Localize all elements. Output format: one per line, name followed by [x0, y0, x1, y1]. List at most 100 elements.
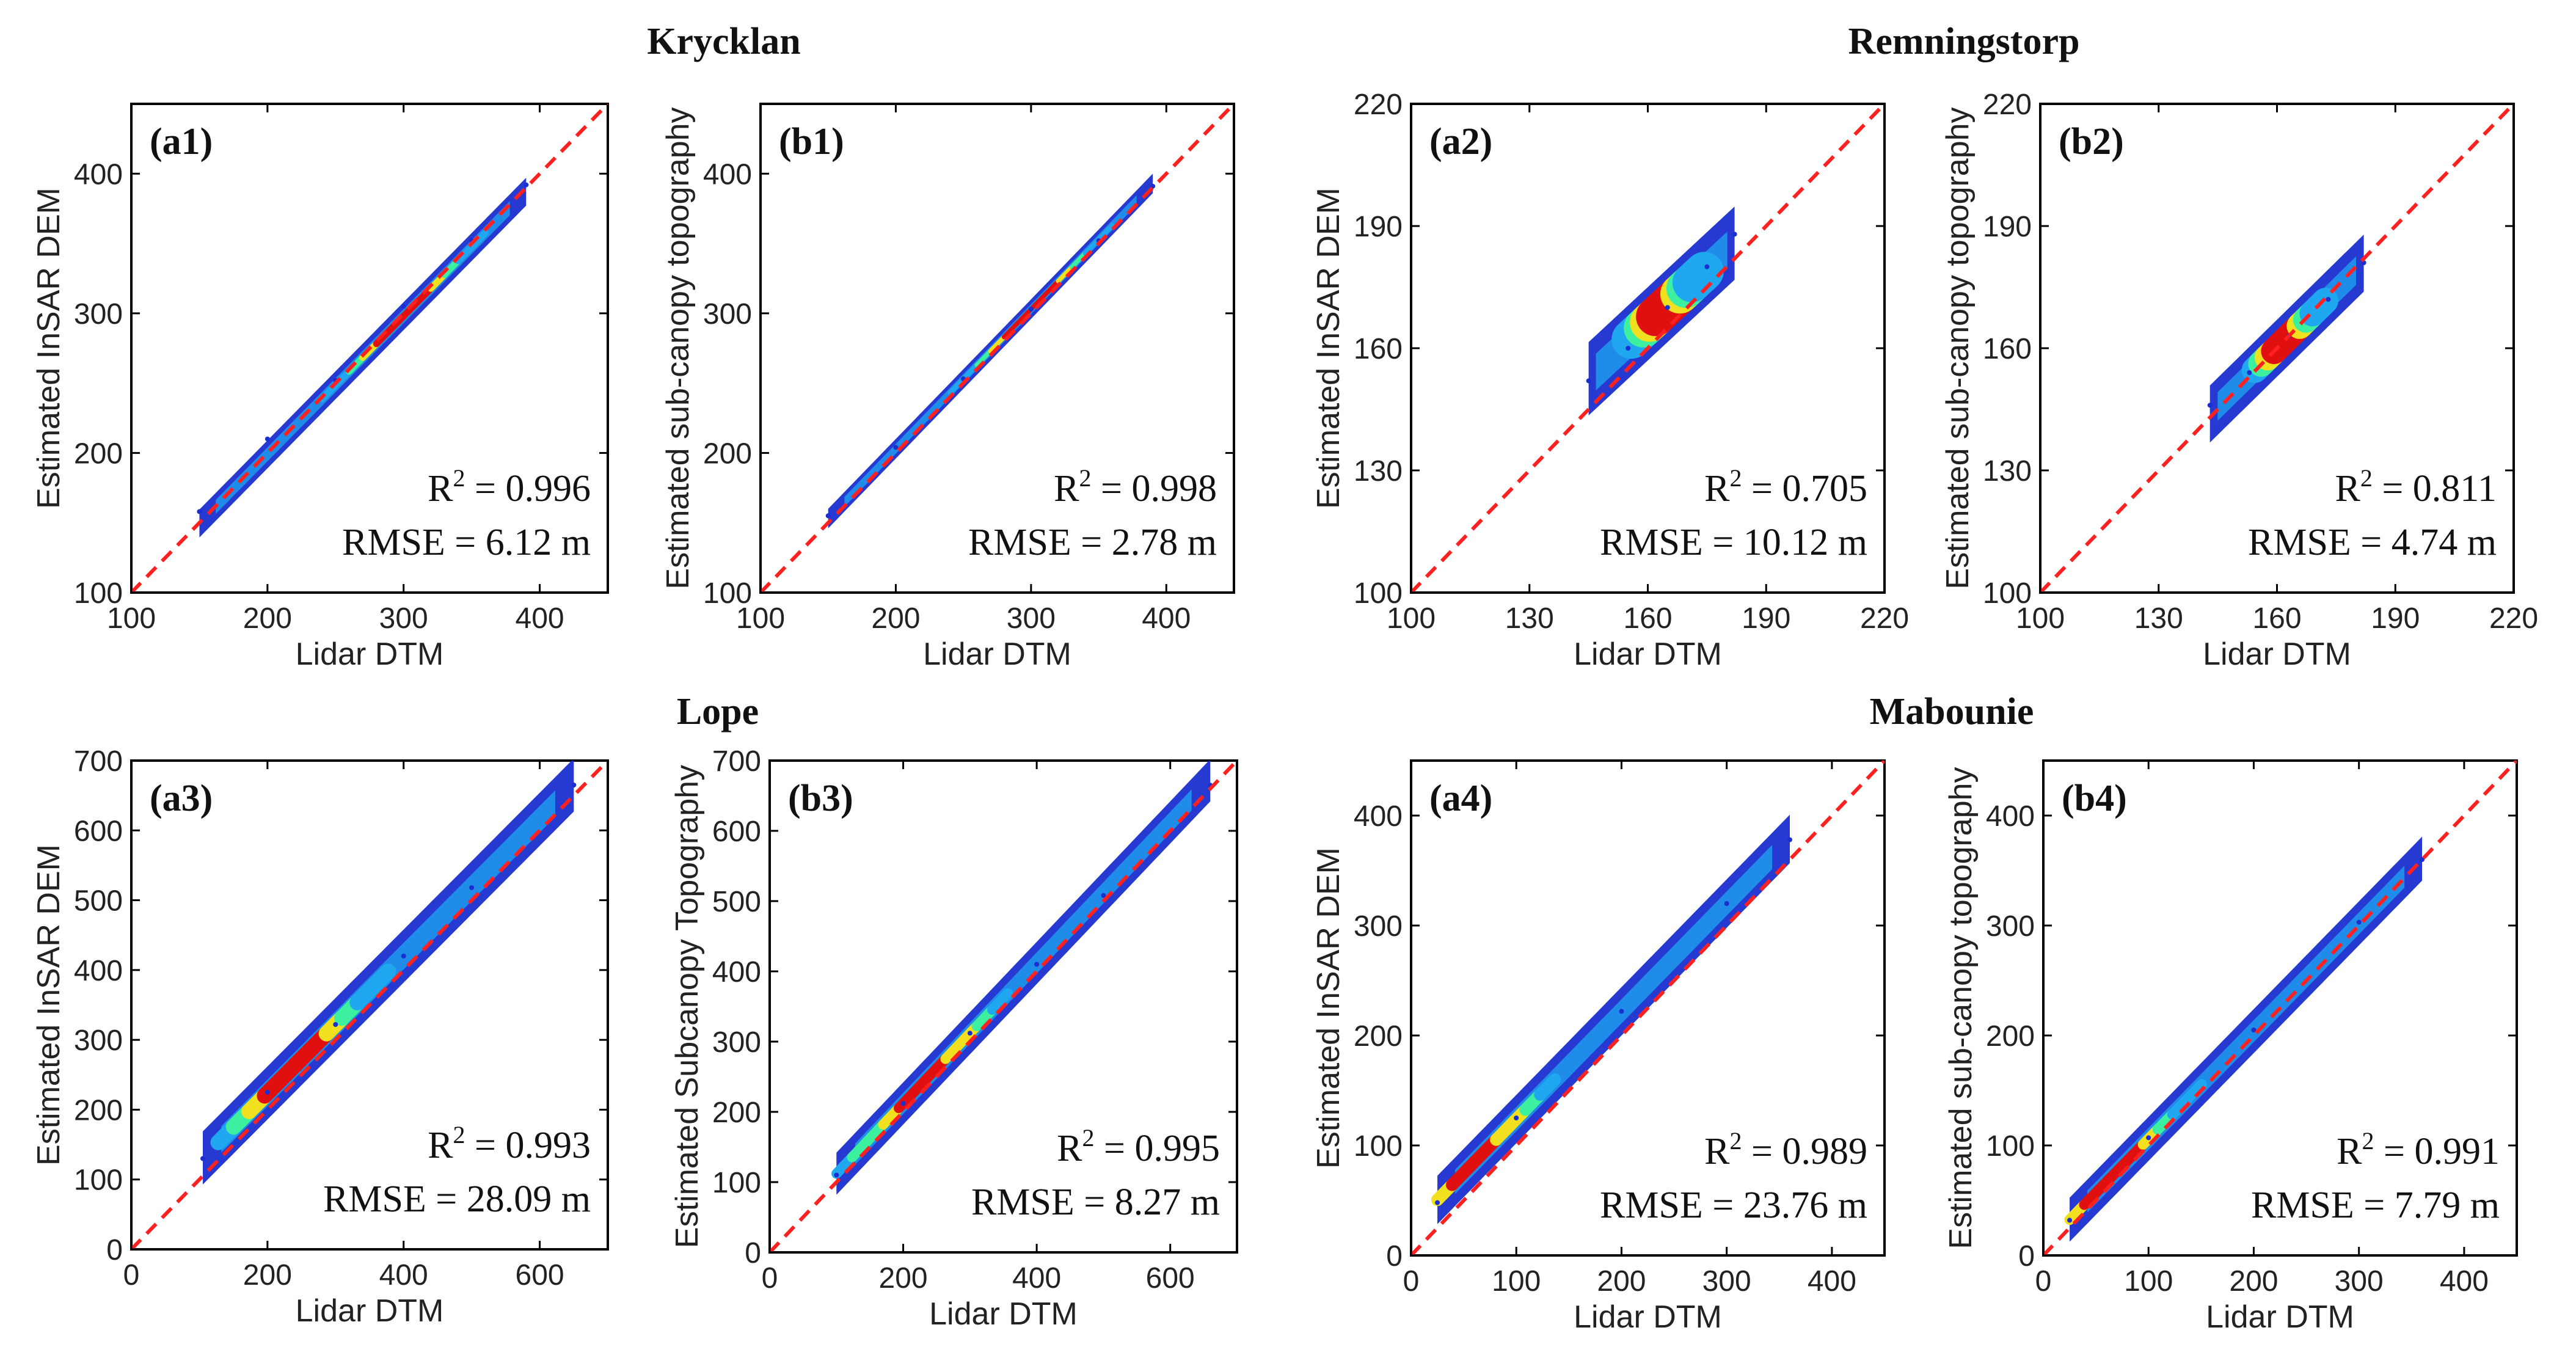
data-point-a3-1 — [265, 1089, 270, 1095]
panel-a1: 100 200 300 400 100 200 300 400 Lidar DTM Estimat… — [31, 103, 609, 672]
y-axis-label: Estimated sub-canopy topography — [660, 107, 696, 589]
y-tick-label: 200 — [74, 437, 123, 470]
data-point-a3-0 — [200, 1156, 205, 1161]
y-tick-label: 400 — [1986, 800, 2035, 833]
r-squared-superscript: 2 — [1079, 464, 1092, 492]
y-tick-label: 400 — [1354, 800, 1403, 833]
data-point-a1-5 — [524, 182, 529, 188]
data-point-a1-0 — [197, 509, 202, 514]
r-squared-value: = 0.996 — [465, 468, 591, 510]
r-squared-text: R2 = 0.705 — [1704, 464, 1867, 510]
y-tick-label: 130 — [1983, 455, 2032, 488]
x-tick-label: 300 — [2335, 1265, 2384, 1298]
y-tick-label: 0 — [1386, 1240, 1403, 1273]
x-axis-label: Lidar DTM — [1574, 1299, 1722, 1335]
x-tick-label: 400 — [1142, 602, 1191, 635]
data-point-b3-1 — [900, 1101, 906, 1106]
x-tick-label: 0 — [762, 1262, 778, 1295]
y-tick-label: 400 — [712, 956, 761, 988]
density-ridge-segment — [1001, 321, 1020, 340]
site-title-lope: Lope — [677, 691, 759, 732]
x-tick-label: 220 — [2489, 602, 2538, 635]
y-axis-label: Estimated InSAR DEM — [1311, 188, 1346, 509]
x-tick-label: 400 — [1012, 1262, 1061, 1295]
y-tick-label: 300 — [703, 298, 752, 331]
y-tick-label: 0 — [106, 1234, 123, 1266]
density-ridge-segment — [987, 988, 1013, 1015]
x-tick-label: 190 — [2371, 602, 2420, 635]
rmse-text: RMSE = 23.76 m — [1600, 1185, 1867, 1226]
density-ridge-segment — [468, 230, 489, 250]
y-tick-label: 600 — [712, 816, 761, 848]
x-tick-label: 160 — [2252, 602, 2301, 635]
data-point-a3-4 — [469, 885, 475, 890]
data-point-b2-3 — [2326, 297, 2331, 302]
x-tick-label: 100 — [107, 602, 156, 635]
y-axis-label: Estimated InSAR DEM — [1311, 847, 1346, 1169]
data-point-a3-3 — [401, 954, 406, 959]
r-squared-text: R2 = 0.993 — [428, 1121, 591, 1166]
data-point-a2-1 — [1626, 346, 1631, 351]
density-ridge-segment — [1678, 252, 1724, 297]
x-tick-label: 300 — [379, 602, 428, 635]
y-axis-label: Estimated sub-canopy topography — [1943, 767, 1979, 1249]
plot-area — [1411, 761, 1885, 1255]
panel-b2: 100 130 160 190 220 100 130 160 190 220 Lidar DTM E… — [1940, 89, 2538, 672]
y-tick-label: 100 — [1354, 577, 1403, 610]
y-tick-label: 500 — [74, 885, 123, 918]
y-tick-label: 200 — [1986, 1020, 2035, 1053]
y-tick-label: 400 — [74, 955, 123, 987]
x-tick-label: 300 — [1007, 602, 1056, 635]
x-tick-label: 100 — [2124, 1265, 2173, 1298]
r-squared-symbol: R — [1054, 468, 1079, 510]
density-ridge-segment — [1069, 250, 1088, 270]
data-point-b3-4 — [1101, 893, 1106, 898]
density-ridge-segment — [974, 348, 993, 368]
r-squared-value: = 0.998 — [1092, 468, 1217, 510]
data-point-b1-0 — [825, 513, 831, 519]
density-ridge-segment — [2181, 1079, 2208, 1105]
plot-area — [770, 761, 1237, 1252]
y-tick-label: 500 — [712, 886, 761, 918]
r-squared-symbol: R — [2337, 1131, 2362, 1172]
y-axis-label: Estimated Subcanopy Topography — [670, 765, 705, 1248]
r-squared-superscript: 2 — [1730, 464, 1742, 492]
y-tick-label: 100 — [74, 1164, 123, 1197]
data-point-a1-3 — [401, 304, 406, 309]
identity-line — [761, 104, 1234, 593]
x-tick-label: 600 — [516, 1259, 564, 1291]
data-point-a4-2 — [1619, 1009, 1624, 1014]
panel-label: (a4) — [1429, 778, 1492, 819]
site-title-krycklan: Krycklan — [647, 21, 800, 62]
panel-b1: 100 200 300 400 100 200 300 400 Lidar DTM Estimat… — [660, 103, 1235, 672]
plot-area — [2040, 104, 2514, 593]
x-tick-label: 100 — [2016, 602, 2065, 635]
panel-b4: 0 100 200 300 400 0 100 200 300 400 Lidar DTM Estim… — [1943, 759, 2518, 1335]
x-tick-label: 400 — [379, 1259, 428, 1291]
data-point-b4-4 — [2420, 857, 2425, 862]
panel-b3: 0 200 400 600 0 100 200 300 400 500 600 700 Lidar DT… — [670, 745, 1238, 1332]
x-tick-label: 130 — [1505, 602, 1554, 635]
y-tick-label: 100 — [1986, 1130, 2035, 1163]
identity-line — [2040, 104, 2514, 593]
data-point-b4-1 — [2146, 1135, 2151, 1141]
x-axis-label: Lidar DTM — [929, 1296, 1078, 1332]
y-tick-label: 160 — [1354, 333, 1403, 365]
y-tick-label: 160 — [1983, 333, 2032, 365]
y-tick-label: 0 — [745, 1237, 761, 1269]
data-point-b1-1 — [893, 445, 899, 450]
panel-label: (b1) — [779, 121, 844, 163]
plot-area — [1411, 104, 1885, 593]
r-squared-symbol: R — [428, 468, 453, 510]
rmse-text: RMSE = 2.78 m — [968, 522, 1217, 563]
r-squared-value: = 0.995 — [1095, 1128, 1220, 1169]
x-tick-label: 300 — [1702, 1265, 1751, 1298]
y-tick-label: 200 — [703, 437, 752, 470]
y-tick-label: 100 — [712, 1167, 761, 1199]
r-squared-value: = 0.989 — [1742, 1131, 1867, 1172]
panel-label: (b2) — [2059, 121, 2124, 163]
r-squared-symbol: R — [2335, 468, 2360, 510]
y-tick-label: 700 — [74, 745, 123, 778]
rmse-text: RMSE = 28.09 m — [323, 1178, 591, 1220]
data-point-b3-2 — [967, 1031, 972, 1036]
